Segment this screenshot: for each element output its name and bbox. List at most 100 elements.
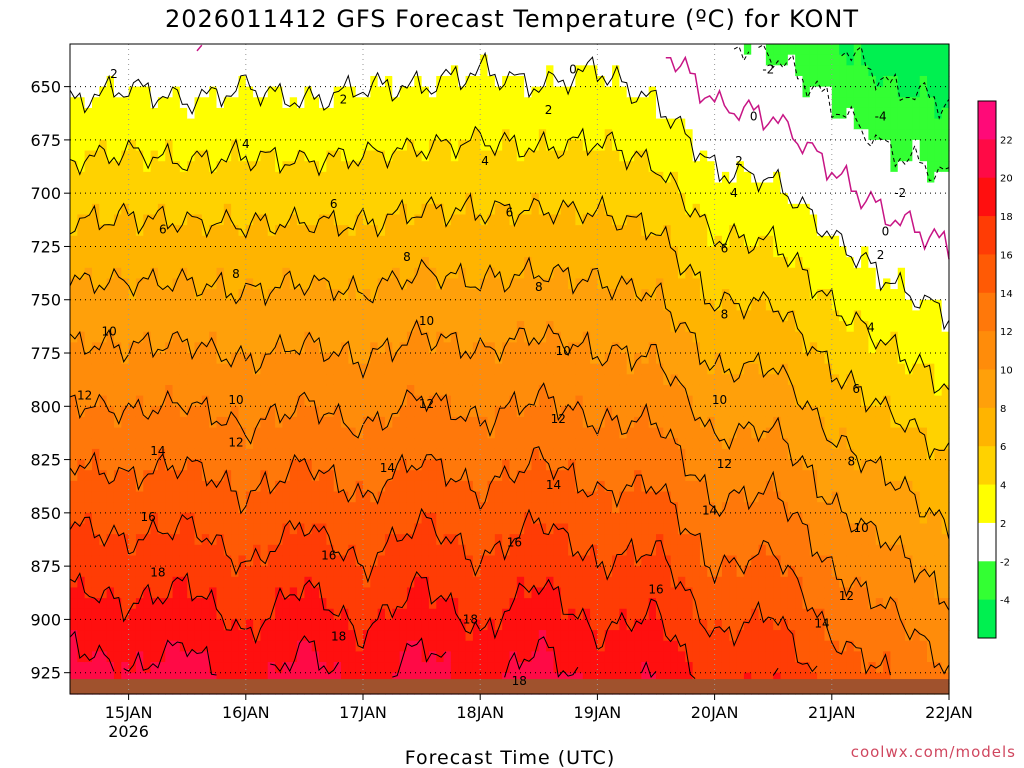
field-cell bbox=[531, 566, 540, 578]
field-cell bbox=[370, 459, 379, 471]
field-cell bbox=[106, 54, 115, 66]
field-cell bbox=[414, 86, 423, 98]
field-cell bbox=[575, 182, 584, 194]
field-cell bbox=[289, 257, 298, 269]
field-cell bbox=[333, 459, 342, 471]
field-cell bbox=[472, 267, 481, 280]
field-cell bbox=[91, 512, 100, 525]
field-cell bbox=[319, 310, 327, 322]
field-cell bbox=[406, 566, 415, 578]
field-cell bbox=[128, 470, 137, 482]
field-cell bbox=[91, 502, 100, 514]
field-cell bbox=[392, 75, 401, 88]
field-cell bbox=[634, 470, 642, 482]
field-cell bbox=[231, 416, 240, 429]
field-cell bbox=[275, 555, 284, 567]
field-cell bbox=[143, 182, 152, 194]
field-cell bbox=[480, 480, 489, 493]
field-cell bbox=[560, 662, 569, 674]
field-cell bbox=[128, 640, 137, 652]
field-cell bbox=[370, 438, 379, 450]
field-cell bbox=[179, 438, 188, 450]
field-cell bbox=[143, 278, 152, 290]
field-cell bbox=[597, 289, 606, 301]
field-cell bbox=[428, 321, 437, 333]
field-cell bbox=[121, 342, 130, 354]
field-cell bbox=[143, 384, 152, 397]
field-cell bbox=[524, 342, 533, 354]
field-cell bbox=[370, 544, 379, 557]
field-cell bbox=[443, 491, 452, 503]
field-cell bbox=[575, 470, 584, 482]
field-cell bbox=[165, 598, 174, 610]
field-cell bbox=[216, 566, 225, 578]
field-cell bbox=[99, 374, 108, 386]
field-cell bbox=[428, 214, 437, 226]
field-cell bbox=[377, 86, 386, 98]
field-cell bbox=[524, 374, 533, 386]
field-cell bbox=[209, 246, 218, 258]
field-cell bbox=[128, 171, 137, 184]
field-cell bbox=[282, 342, 291, 354]
field-cell bbox=[289, 651, 298, 663]
field-cell bbox=[634, 97, 642, 109]
field-cell bbox=[560, 203, 569, 216]
field-cell bbox=[113, 651, 122, 663]
field-cell bbox=[172, 299, 181, 311]
field-cell bbox=[399, 310, 408, 322]
field-cell bbox=[253, 555, 262, 567]
field-cell bbox=[113, 662, 122, 674]
field-cell bbox=[590, 672, 598, 684]
field-cell bbox=[238, 427, 247, 439]
field-cell bbox=[363, 161, 371, 173]
field-cell bbox=[157, 97, 166, 109]
field-cell bbox=[209, 182, 218, 194]
field-cell bbox=[582, 651, 591, 663]
field-cell bbox=[648, 480, 657, 493]
field-cell bbox=[297, 299, 305, 311]
field-cell bbox=[509, 171, 518, 184]
field-cell bbox=[216, 342, 225, 354]
field-cell bbox=[648, 182, 657, 194]
field-cell bbox=[656, 267, 664, 280]
field-cell bbox=[282, 662, 291, 674]
field-cell bbox=[524, 150, 533, 162]
field-cell bbox=[179, 321, 188, 333]
field-cell bbox=[106, 598, 115, 610]
field-cell bbox=[392, 448, 401, 461]
field-cell bbox=[209, 289, 218, 301]
field-cell bbox=[238, 406, 247, 418]
field-cell bbox=[84, 139, 93, 152]
field-cell bbox=[245, 331, 254, 343]
field-cell bbox=[392, 587, 401, 599]
field-cell bbox=[370, 576, 379, 589]
field-cell bbox=[84, 480, 93, 493]
field-cell bbox=[311, 299, 320, 311]
field-cell bbox=[150, 640, 159, 652]
field-cell bbox=[341, 299, 349, 311]
field-cell bbox=[516, 672, 525, 684]
field-cell bbox=[70, 374, 78, 386]
field-cell bbox=[231, 107, 240, 120]
field-cell bbox=[253, 598, 262, 610]
field-cell bbox=[619, 566, 628, 578]
field-cell bbox=[612, 182, 620, 194]
field-cell bbox=[157, 576, 166, 589]
field-cell bbox=[590, 534, 598, 546]
field-cell bbox=[553, 470, 562, 482]
field-cell bbox=[443, 555, 452, 567]
field-cell bbox=[319, 480, 327, 493]
field-cell bbox=[319, 289, 327, 301]
field-cell bbox=[568, 534, 577, 546]
field-cell bbox=[516, 214, 525, 226]
field-cell bbox=[267, 321, 276, 333]
field-cell bbox=[157, 150, 166, 162]
field-cell bbox=[187, 310, 196, 322]
field-cell bbox=[187, 54, 196, 66]
field-cell bbox=[384, 598, 393, 610]
field-cell bbox=[253, 448, 262, 461]
field-cell bbox=[509, 321, 518, 333]
field-cell bbox=[253, 246, 262, 258]
field-cell bbox=[370, 278, 379, 290]
field-cell bbox=[179, 587, 188, 599]
